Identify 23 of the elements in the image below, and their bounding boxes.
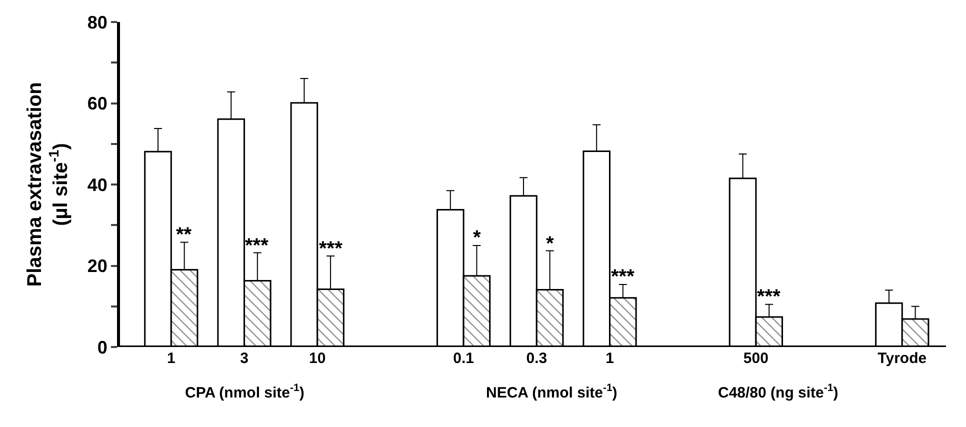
y-tick-label: 80 — [87, 12, 108, 32]
data-label: * — [546, 233, 554, 255]
text: CPA (nmol site$^{-1}$) — [185, 382, 304, 402]
data-label: ** — [176, 224, 192, 246]
y-tick-label: 0 — [97, 337, 108, 358]
x-tick-label: Tyrode — [878, 350, 927, 367]
data-label: * — [473, 227, 481, 249]
text: NECA (nmol site$^{-1}$) — [486, 382, 618, 402]
y-tick-label: 40 — [87, 174, 108, 195]
data-label: *** — [611, 266, 635, 288]
data-label: *** — [245, 235, 269, 257]
x-tick-label: 3 — [240, 350, 248, 367]
x-tick-label: 0.3 — [526, 350, 548, 367]
x-tick-label: 1 — [606, 350, 614, 367]
data-label: *** — [319, 238, 343, 260]
x-tick-label: 10 — [309, 350, 326, 367]
x-tick-label: 0.1 — [453, 350, 474, 367]
data-label: *** — [757, 286, 781, 308]
y-tick-label: 60 — [87, 94, 108, 114]
x-tick-label: 1 — [167, 350, 176, 367]
x-tick-label: 500 — [743, 350, 768, 367]
y-tick-label: 20 — [87, 256, 108, 276]
text: C48/80 (ng site$^{-1}$) — [718, 382, 838, 402]
